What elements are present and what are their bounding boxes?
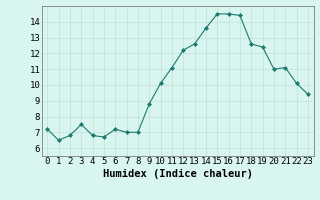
X-axis label: Humidex (Indice chaleur): Humidex (Indice chaleur) (103, 169, 252, 179)
